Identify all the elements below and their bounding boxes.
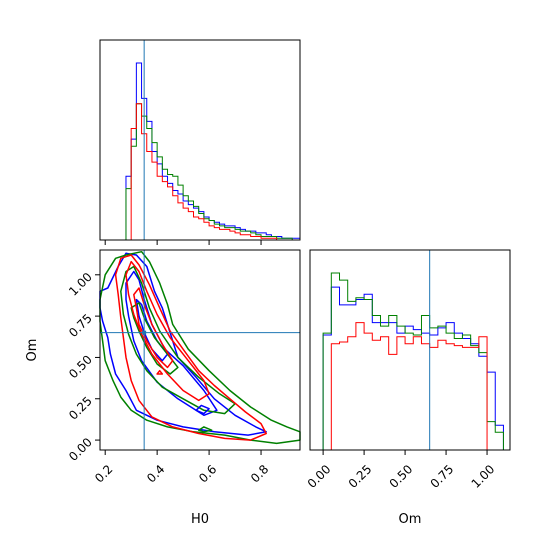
om-hist-series-red (323, 322, 504, 451)
om-hist-frame (309, 249, 511, 451)
om-hist-series-green (322, 272, 504, 450)
contour-red (156, 369, 164, 375)
contour-red (114, 254, 267, 441)
contour-ytick-label: 1.00 (66, 270, 95, 299)
om-hist-series-blue (322, 286, 504, 450)
contour-green (130, 302, 179, 375)
contour-xtick-label: 0.4 (144, 462, 167, 485)
contour-blue (125, 270, 218, 417)
contour-xtick-label: 0.8 (248, 462, 271, 485)
om-hist-xtick-label: 0.25 (346, 462, 375, 491)
om-histogram-panel: 0.00 0.25 0.50 0.75 1.00 (305, 249, 511, 491)
y-axis-label-om: Om (25, 339, 40, 362)
contour-blue (99, 252, 267, 436)
om-hist-xtick-label: 0.00 (305, 462, 334, 491)
contour-ytick-label: 0.00 (66, 435, 95, 464)
h0-hist-series-green (118, 103, 300, 241)
x-axis-label-om: Om (399, 512, 422, 527)
contour-xtick-label: 0.2 (92, 462, 115, 485)
contour-truth-marker (142, 330, 147, 335)
contour-green (99, 250, 301, 445)
contour-blue (195, 404, 210, 415)
contour-ytick-label: 0.50 (66, 352, 95, 381)
h0-om-contour-panel: 0.2 0.4 0.6 0.8 0.00 0.25 0.50 0.75 1.00 (66, 249, 301, 486)
h0-hist-frame (99, 39, 301, 241)
x-axis-label-h0: H0 (191, 512, 209, 527)
h0-hist-series-blue (118, 62, 301, 241)
contour-red (133, 287, 174, 369)
h0-hist-series-red (118, 103, 300, 241)
contour-ytick-label: 0.75 (66, 311, 95, 340)
om-hist-xtick-label: 0.50 (387, 462, 416, 491)
h0-histogram-panel (99, 39, 301, 245)
contour-ytick-label: 0.25 (66, 394, 95, 423)
contour-green (197, 426, 213, 433)
om-hist-xtick-label: 1.00 (469, 462, 498, 491)
om-hist-xtick-label: 0.75 (428, 462, 457, 491)
contour-xtick-label: 0.6 (196, 462, 219, 485)
contour-frame (99, 249, 301, 451)
